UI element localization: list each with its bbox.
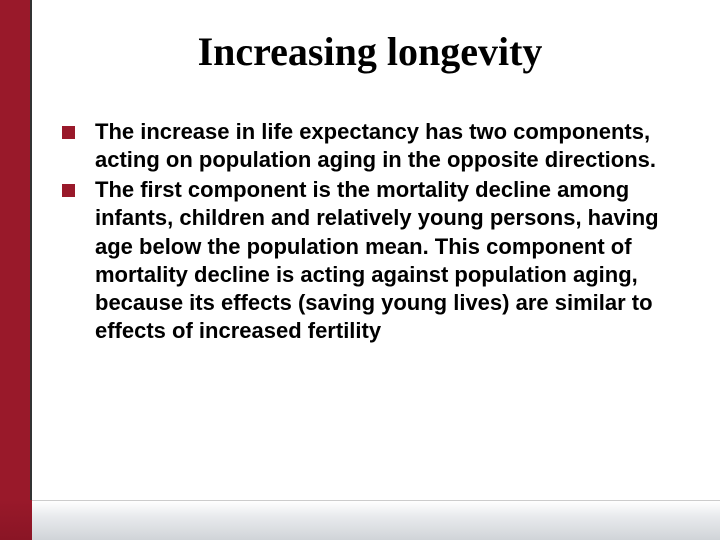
footer-gradient xyxy=(32,500,720,540)
bullet-text: The increase in life expectancy has two … xyxy=(95,118,682,174)
bullet-item: The increase in life expectancy has two … xyxy=(62,118,682,174)
bullet-square-icon xyxy=(62,126,75,139)
slide-title: Increasing longevity xyxy=(60,28,680,75)
accent-left-bar-footer xyxy=(0,500,32,540)
bullet-item: The first component is the mortality dec… xyxy=(62,176,682,345)
slide-container: Increasing longevity The increase in lif… xyxy=(0,0,720,540)
bullet-text: The first component is the mortality dec… xyxy=(95,176,682,345)
bullet-square-icon xyxy=(62,184,75,197)
slide-content: The increase in life expectancy has two … xyxy=(62,118,682,347)
accent-left-bar xyxy=(0,0,32,540)
